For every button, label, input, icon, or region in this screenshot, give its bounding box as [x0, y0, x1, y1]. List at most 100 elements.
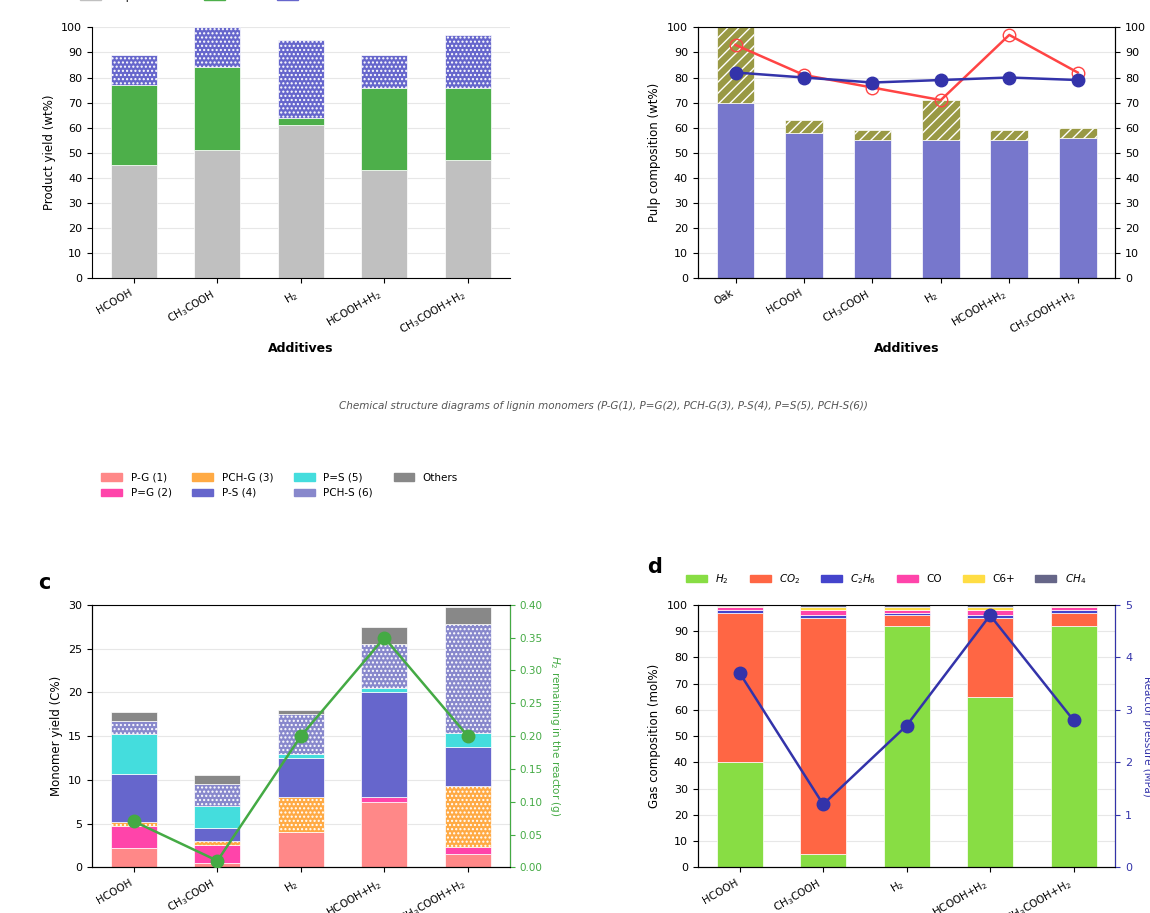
Bar — [800, 607, 846, 610]
Text: Chemical structure diagrams of lignin monomers (P-G(1), P=G(2), PCH-G(3), P-S(4): Chemical structure diagrams of lignin mo… — [339, 401, 868, 411]
Delignification — [797, 69, 811, 80]
Bar — [922, 100, 959, 141]
Bar — [445, 855, 491, 867]
Line: Glucose retention: Glucose retention — [729, 67, 1084, 89]
Bar — [800, 604, 846, 607]
Bar — [112, 55, 156, 85]
Bar — [194, 775, 240, 784]
Text: c: c — [38, 573, 51, 593]
Bar — [967, 618, 1013, 697]
Bar — [112, 822, 156, 826]
Glucose retention — [934, 75, 948, 86]
Bar — [785, 121, 822, 132]
Bar — [112, 165, 156, 278]
Glucose retention — [1071, 75, 1084, 86]
Bar — [194, 806, 240, 828]
Bar — [853, 141, 891, 278]
Bar — [990, 141, 1028, 278]
Glucose retention — [729, 67, 743, 78]
Bar — [445, 747, 491, 786]
Legend: Pulp-rich solid, DSO, WSO: Pulp-rich solid, DSO, WSO — [76, 0, 336, 5]
Bar — [194, 863, 240, 867]
Delignification — [1071, 67, 1084, 78]
Bar — [361, 797, 407, 802]
Bar — [445, 786, 491, 847]
Bar — [361, 170, 407, 278]
Y-axis label: Reactor pressure (MPa): Reactor pressure (MPa) — [1142, 676, 1150, 796]
Bar — [967, 697, 1013, 867]
Bar — [194, 784, 240, 806]
Bar — [1051, 606, 1096, 607]
Bar — [883, 604, 929, 607]
Bar — [967, 610, 1013, 615]
Bar — [716, 610, 762, 613]
Bar — [445, 733, 491, 747]
Bar — [112, 85, 156, 165]
Bar — [112, 773, 156, 822]
Bar — [883, 625, 929, 867]
Bar — [1051, 604, 1096, 606]
Bar — [967, 604, 1013, 607]
Bar — [361, 692, 407, 797]
Bar — [1059, 138, 1096, 278]
Delignification — [729, 39, 743, 50]
Y-axis label: Product yield (wt%): Product yield (wt%) — [43, 95, 55, 211]
Bar — [922, 141, 959, 278]
Text: d: d — [647, 557, 662, 577]
Line: Delignification: Delignification — [729, 28, 1084, 106]
Bar — [716, 27, 754, 102]
Bar — [112, 734, 156, 773]
Delignification — [934, 95, 948, 106]
Bar — [112, 712, 156, 721]
Bar — [1051, 607, 1096, 610]
Bar — [361, 88, 407, 170]
Bar — [361, 55, 407, 88]
Bar — [800, 610, 846, 615]
Bar — [278, 40, 324, 118]
Bar — [194, 828, 240, 841]
Bar — [716, 606, 762, 607]
Bar — [194, 151, 240, 278]
Bar — [1059, 128, 1096, 138]
Bar — [990, 131, 1028, 141]
Bar — [883, 610, 929, 613]
Bar — [1051, 610, 1096, 613]
Legend: P-G (1), P=G (2), PCH-G (3), P-S (4), P=S (5), PCH-S (6), Others: P-G (1), P=G (2), PCH-G (3), P-S (4), P=… — [98, 468, 462, 502]
Bar — [278, 125, 324, 278]
Glucose retention — [1003, 72, 1017, 83]
Bar — [112, 826, 156, 848]
Y-axis label: Gas composition (mol%): Gas composition (mol%) — [649, 664, 661, 808]
Bar — [785, 132, 822, 278]
Bar — [445, 624, 491, 733]
Y-axis label: Monomer yield (C%): Monomer yield (C%) — [49, 676, 62, 796]
Bar — [967, 615, 1013, 618]
Bar — [445, 606, 491, 624]
Bar — [361, 687, 407, 692]
Bar — [883, 615, 929, 625]
Bar — [278, 833, 324, 867]
Bar — [445, 88, 491, 160]
Glucose retention — [866, 77, 880, 88]
Bar — [716, 604, 762, 606]
Bar — [445, 35, 491, 88]
Glucose retention — [797, 72, 811, 83]
Bar — [361, 645, 407, 687]
X-axis label: Additives: Additives — [874, 342, 940, 355]
Y-axis label: $H_2$ remaining in the reactor (g): $H_2$ remaining in the reactor (g) — [549, 656, 562, 817]
Bar — [1051, 613, 1096, 625]
Bar — [112, 721, 156, 734]
X-axis label: Additives: Additives — [268, 342, 333, 355]
Bar — [278, 753, 324, 758]
Bar — [800, 615, 846, 618]
Bar — [716, 762, 762, 867]
Bar — [194, 27, 240, 68]
Delignification — [866, 82, 880, 93]
Bar — [883, 607, 929, 610]
Delignification — [1003, 29, 1017, 40]
Bar — [716, 102, 754, 278]
Bar — [800, 855, 846, 867]
Bar — [278, 709, 324, 714]
Bar — [194, 68, 240, 151]
Legend: $H_2$, $CO_2$, $C_2H_6$, CO, C6+, $CH_4$: $H_2$, $CO_2$, $C_2H_6$, CO, C6+, $CH_4$ — [682, 568, 1090, 590]
Bar — [194, 841, 240, 845]
